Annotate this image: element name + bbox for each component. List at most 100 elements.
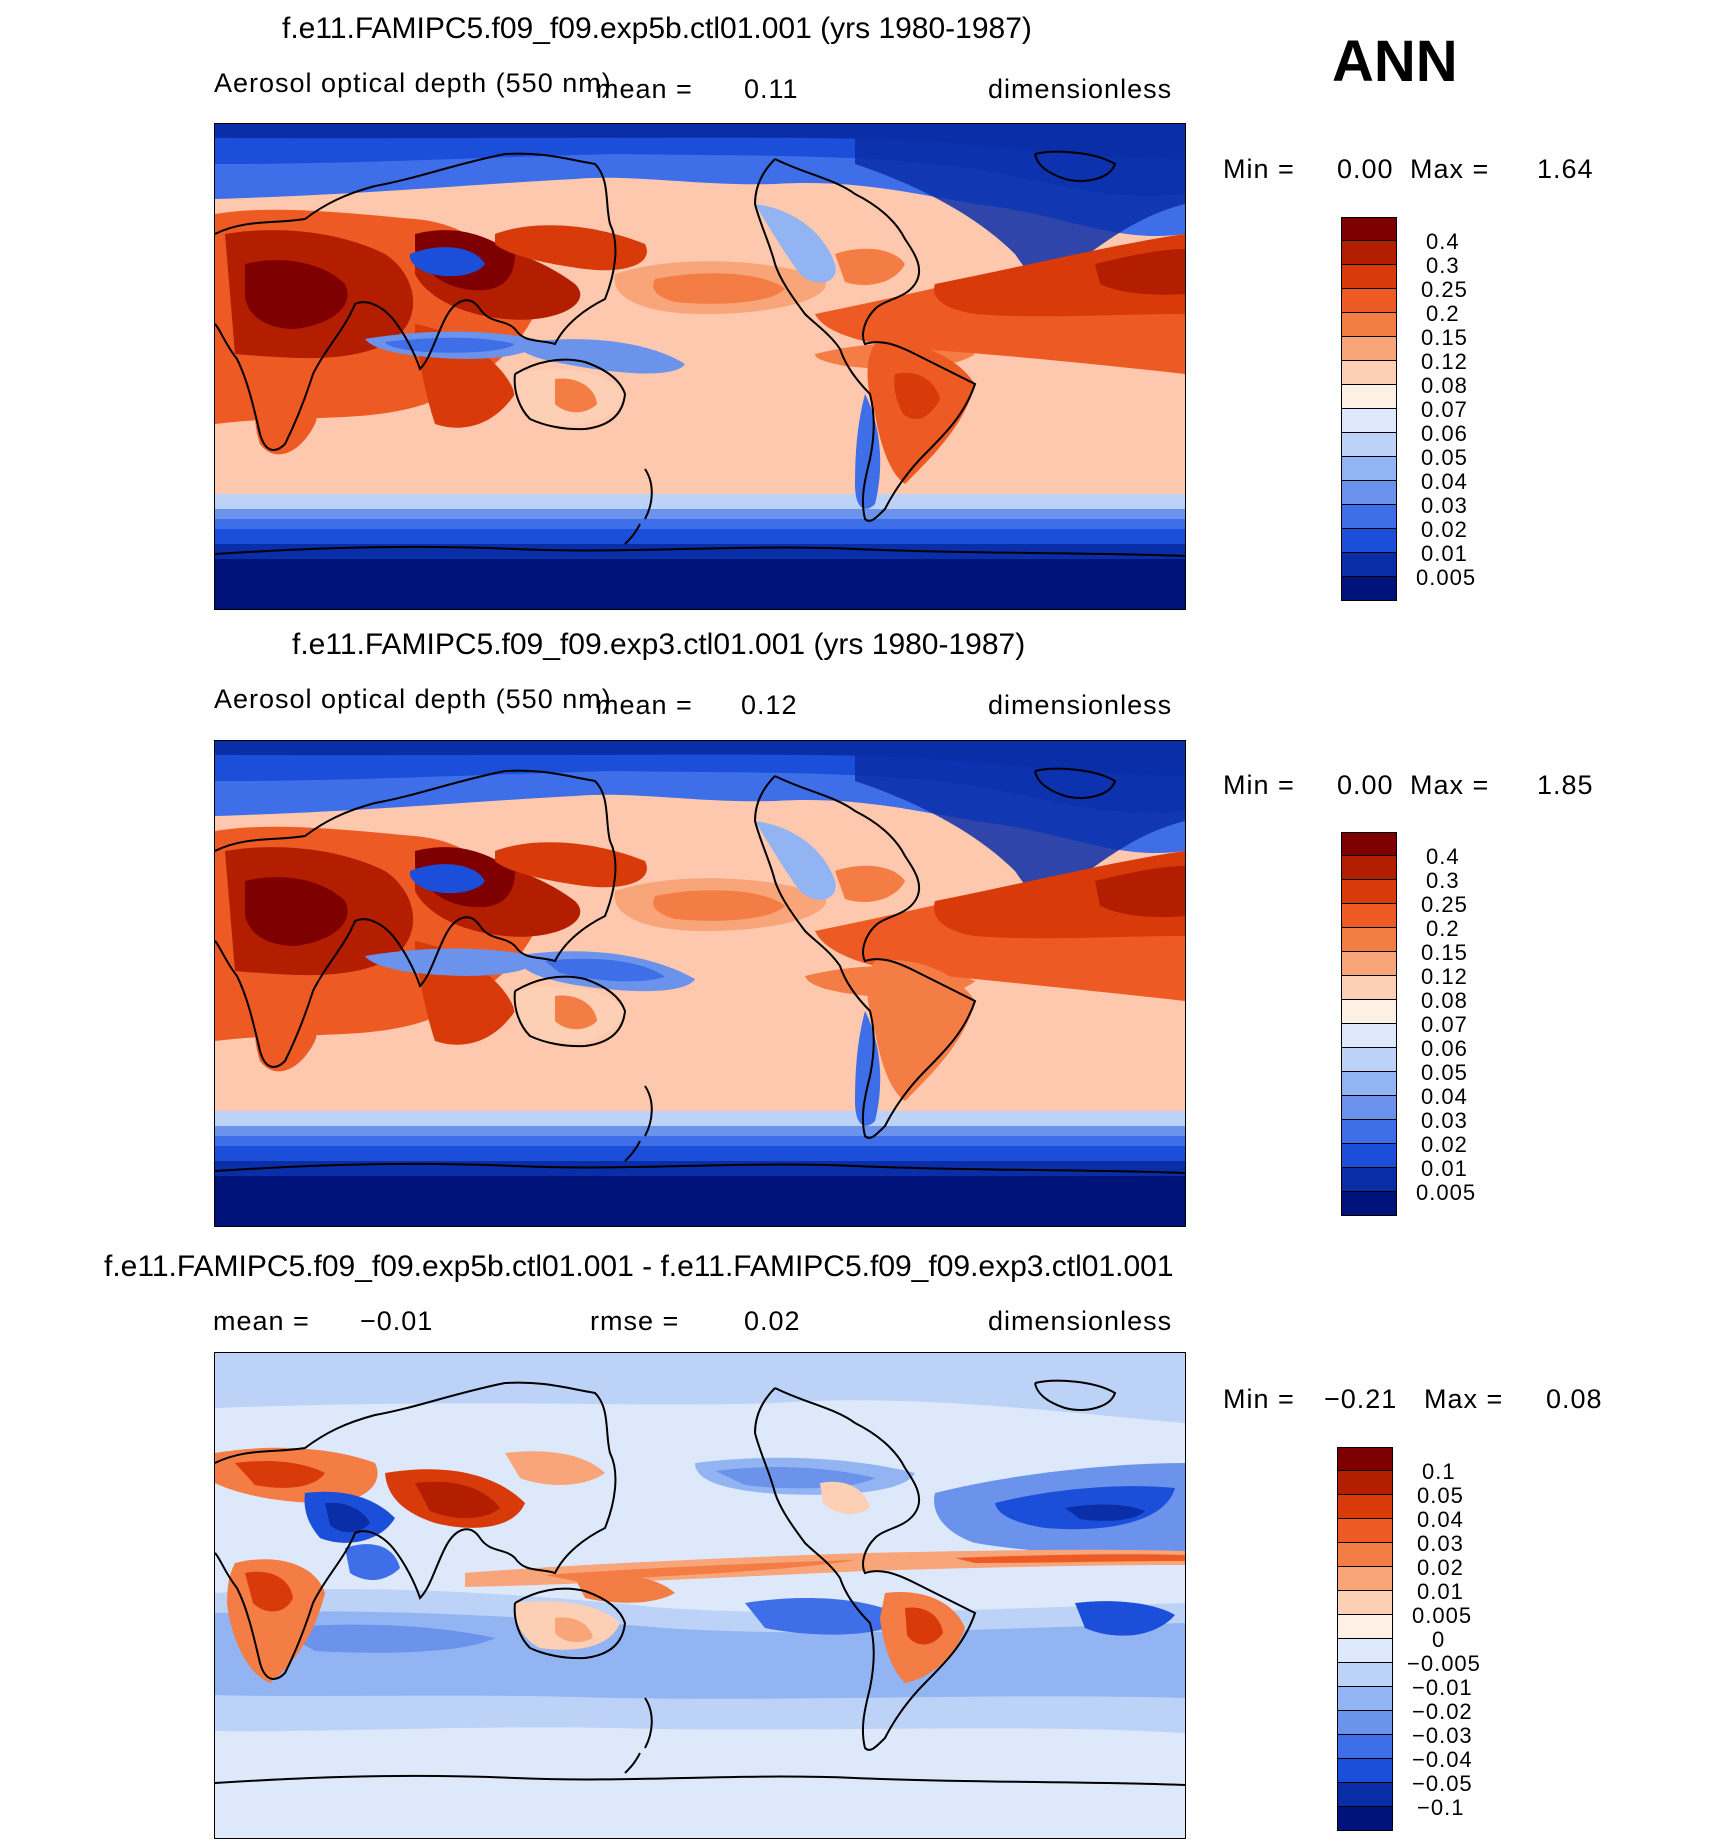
panel2-map <box>214 740 1186 1227</box>
colorbar-tick-label: 0.03 <box>1417 1531 1464 1556</box>
colorbar-swatch <box>1341 313 1397 337</box>
colorbar-tick-label: 0.3 <box>1426 253 1460 278</box>
colorbar-tick-label: 0.03 <box>1421 1108 1468 1133</box>
colorbar-tick-label: 0.4 <box>1426 844 1460 869</box>
colorbar-swatch <box>1341 880 1397 904</box>
colorbar-swatch <box>1337 1735 1393 1759</box>
panel3-min-label: Min = <box>1223 1384 1295 1414</box>
colorbar-tick-label: 0.05 <box>1417 1483 1464 1508</box>
colorbar-tick-label: −0.03 <box>1412 1723 1473 1748</box>
panel2-variable: Aerosol optical depth (550 nm) <box>214 684 612 714</box>
colorbar-tick-label: 0.2 <box>1426 301 1460 326</box>
colorbar-tick-label: 0.01 <box>1421 1156 1468 1181</box>
panel3-mean-label: mean = <box>213 1306 310 1336</box>
colorbar-tick-label: −0.04 <box>1412 1747 1473 1772</box>
panel2-max-value: 1.85 <box>1537 770 1594 800</box>
panel3-units: dimensionless <box>988 1306 1173 1336</box>
colorbar-swatch <box>1337 1783 1393 1807</box>
colorbar-frame <box>1341 832 1397 1216</box>
colorbar-swatch <box>1341 976 1397 1000</box>
colorbar-swatch <box>1341 457 1397 481</box>
colorbar-swatch <box>1341 1000 1397 1024</box>
colorbar-swatch <box>1341 1120 1397 1144</box>
colorbar-swatch <box>1337 1759 1393 1783</box>
colorbar-swatch <box>1337 1687 1393 1711</box>
panel3-min-value: −0.21 <box>1324 1384 1398 1414</box>
colorbar-swatch <box>1341 217 1397 241</box>
colorbar-tick-label: −0.02 <box>1412 1699 1473 1724</box>
panel1-colorbar: 0.4 0.3 0.25 0.2 0.15 0.12 0.08 0.07 0.06 0.05 0.0… <box>1341 217 1475 601</box>
colorbar-swatch <box>1337 1471 1393 1495</box>
colorbar-swatch <box>1341 241 1397 265</box>
colorbar-frame <box>1337 1447 1393 1831</box>
panel2-map-field <box>215 741 1185 1226</box>
colorbar-swatch <box>1341 1168 1397 1192</box>
panel3-rmse-label: rmse = <box>590 1306 680 1336</box>
colorbar-swatch <box>1337 1711 1393 1735</box>
season-label: ANN <box>1332 29 1458 94</box>
colorbar-swatch <box>1341 481 1397 505</box>
colorbar-swatch <box>1341 337 1397 361</box>
colorbar-swatch <box>1341 1072 1397 1096</box>
colorbar-swatch <box>1337 1663 1393 1687</box>
colorbar-tick-label: −0.01 <box>1412 1675 1473 1700</box>
colorbar-swatch <box>1337 1615 1393 1639</box>
panel2-min-label: Min = <box>1223 770 1295 800</box>
colorbar-swatch <box>1341 529 1397 553</box>
panel1-title: f.e11.FAMIPC5.f09_f09.exp5b.ctl01.001 (y… <box>282 12 1032 45</box>
colorbar-tick-label: −0.05 <box>1412 1771 1473 1796</box>
colorbar-swatch <box>1341 409 1397 433</box>
panel2-max-label: Max = <box>1410 770 1490 800</box>
colorbar-swatch <box>1337 1519 1393 1543</box>
colorbar-tick-label: 0.02 <box>1421 1132 1468 1157</box>
colorbar-tick-label: 0.06 <box>1421 1036 1468 1061</box>
colorbar-swatch <box>1341 385 1397 409</box>
panel1-mean-label: mean = <box>596 74 693 104</box>
panel3-max-label: Max = <box>1424 1384 1504 1414</box>
colorbar-tick-label: 0.1 <box>1422 1459 1456 1484</box>
colorbar-tick-label: 0.07 <box>1421 397 1468 422</box>
colorbar-tick-label: 0.01 <box>1421 541 1468 566</box>
colorbar-tick-label: 0.08 <box>1421 988 1468 1013</box>
colorbar-swatch <box>1337 1567 1393 1591</box>
colorbar-swatch <box>1337 1639 1393 1663</box>
colorbar-swatch <box>1337 1447 1393 1471</box>
colorbar-swatch <box>1341 505 1397 529</box>
colorbar-tick-label: 0.03 <box>1421 493 1468 518</box>
panel1-units: dimensionless <box>988 74 1173 104</box>
colorbar-tick-label: −0.005 <box>1407 1651 1481 1676</box>
panel2-mean-label: mean = <box>596 690 693 720</box>
colorbar-swatch <box>1341 856 1397 880</box>
colorbar-tick-label: 0.005 <box>1416 565 1477 590</box>
panel2-units: dimensionless <box>988 690 1173 720</box>
colorbar-tick-label: 0.08 <box>1421 373 1468 398</box>
colorbar-tick-label: 0.04 <box>1421 469 1468 494</box>
panel3-colorbar: 0.1 0.05 0.04 0.03 0.02 0.01 0.005 0 −0.005 −0.01… <box>1337 1447 1480 1831</box>
colorbar-swatch <box>1341 1048 1397 1072</box>
panel1-min-label: Min = <box>1223 154 1295 184</box>
colorbar-swatch <box>1341 904 1397 928</box>
colorbar-swatch <box>1337 1591 1393 1615</box>
colorbar-tick-label: 0.12 <box>1421 964 1468 989</box>
panel2-title: f.e11.FAMIPC5.f09_f09.exp3.ctl01.001 (yr… <box>292 628 1026 661</box>
colorbar-tick-label: 0.06 <box>1421 421 1468 446</box>
colorbar-tick-label: 0.12 <box>1421 349 1468 374</box>
colorbar-tick-label: 0.04 <box>1417 1507 1464 1532</box>
colorbar-tick-label: 0.07 <box>1421 1012 1468 1037</box>
panel3-max-value: 0.08 <box>1546 1384 1603 1414</box>
colorbar-swatch <box>1341 832 1397 856</box>
colorbar-tick-label: 0.01 <box>1417 1579 1464 1604</box>
colorbar-tick-label: 0.25 <box>1421 277 1468 302</box>
colorbar-tick-label: 0.05 <box>1421 445 1468 470</box>
panel3-map-field <box>215 1353 1185 1838</box>
colorbar-swatch <box>1341 952 1397 976</box>
colorbar-swatch <box>1341 433 1397 457</box>
colorbar-tick-label: 0.05 <box>1421 1060 1468 1085</box>
colorbar-tick-label: −0.1 <box>1417 1795 1465 1820</box>
panel3-mean-value: −0.01 <box>360 1306 434 1336</box>
colorbar-tick-label: 0 <box>1432 1627 1446 1652</box>
panel3-title: f.e11.FAMIPC5.f09_f09.exp5b.ctl01.001 - … <box>104 1250 1174 1283</box>
colorbar-swatch <box>1341 1144 1397 1168</box>
panel1-map-field <box>215 124 1185 609</box>
colorbar-swatch <box>1337 1543 1393 1567</box>
